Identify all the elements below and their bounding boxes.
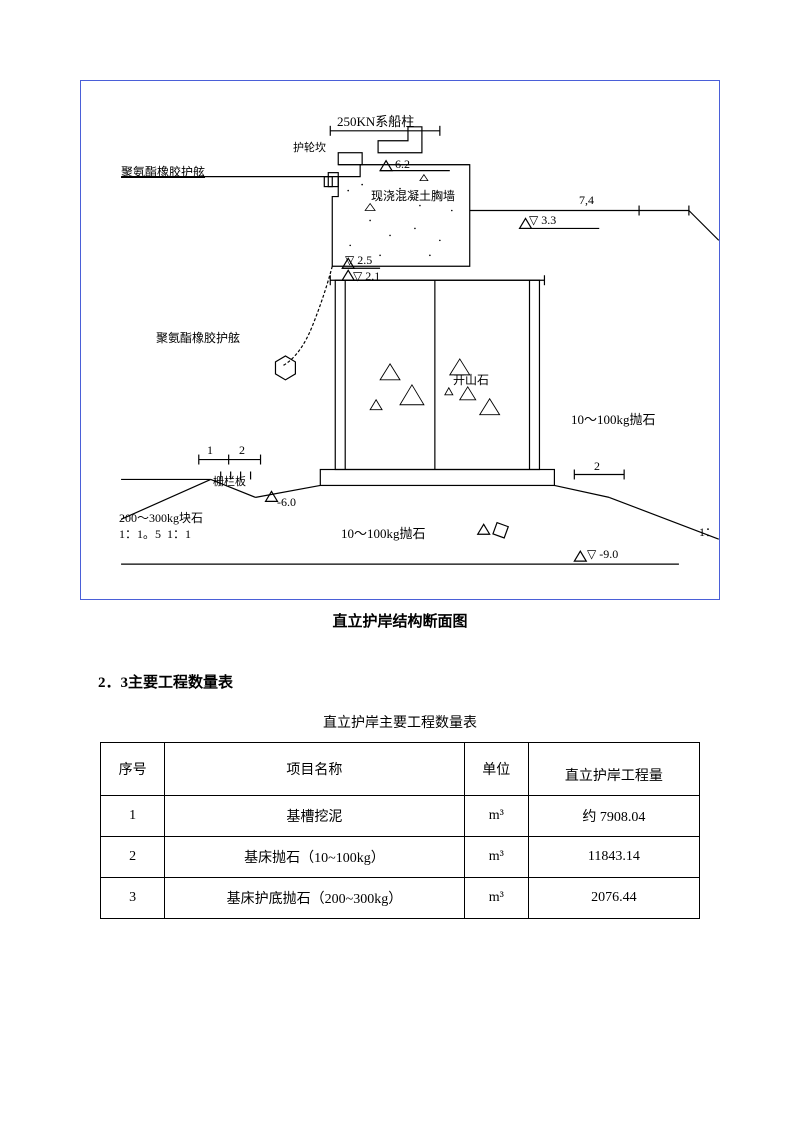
dim-2b: 2 [594, 459, 600, 474]
dim-2a: 2 [239, 443, 245, 458]
block-rock-label: 200～300kg块石 [119, 509, 203, 526]
slope-right-label: 1： [699, 523, 717, 540]
col-unit-header: 单位 [464, 743, 528, 796]
table-caption: 直立护岸主要工程数量表 [80, 712, 720, 732]
fender-lower-label: 聚氨酯橡胶护舷 [156, 329, 240, 346]
elev-25: ▽ 2.5 [345, 253, 372, 268]
table-row: 2 基床抛石（10~100kg） m³ 11843.14 [101, 837, 700, 878]
section-heading: 2．3主要工程数量表 [98, 671, 720, 692]
wheel-curb-label: 护轮坎 [293, 139, 326, 155]
cast-wall-label: 现浇混凝土胸墙 [371, 187, 455, 204]
fence-board-label: 栅栏板 [213, 473, 246, 489]
quantity-table: 序号 项目名称 单位 直立护岸工程量 1 基槽挖泥 m³ 约 7908.04 2… [100, 742, 700, 919]
rock-right-label: 10～100kg抛石 [571, 409, 656, 428]
table-row: 3 基床护底抛石（200~300kg） m³ 2076.44 [101, 878, 700, 919]
elev-n9: ▽ -9.0 [587, 547, 618, 562]
elev-33: ▽ 3.3 [529, 213, 556, 228]
diagram-frame: 250KN系船柱 护轮坎 聚氨酯橡胶护舷 6.2 现浇混凝土胸墙 7,4 ▽ 3… [80, 80, 720, 600]
diagram-caption: 直立护岸结构断面图 [80, 610, 720, 631]
col-qty-header: 直立护岸工程量 [528, 743, 699, 796]
elev-74: 7,4 [579, 193, 594, 208]
bollard-label: 250KN系船柱 [337, 111, 414, 130]
rock-bottom-label: 10～100kg抛石 [341, 523, 426, 542]
elev-62: 6.2 [395, 157, 410, 172]
elev-21: ▽ 2.1 [353, 269, 380, 284]
table-header-row: 序号 项目名称 单位 直立护岸工程量 [101, 743, 700, 796]
table-row: 1 基槽挖泥 m³ 约 7908.04 [101, 796, 700, 837]
dim-1: 1 [207, 443, 213, 458]
rock-label: 开山石 [453, 371, 489, 388]
elev-n6: -6.0 [277, 495, 296, 510]
col-seq-header: 序号 [101, 743, 165, 796]
fender-top-label: 聚氨酯橡胶护舷 [121, 163, 205, 180]
slope-left-label: 1：1。5 1：1 [119, 525, 191, 542]
col-name-header: 项目名称 [165, 743, 465, 796]
